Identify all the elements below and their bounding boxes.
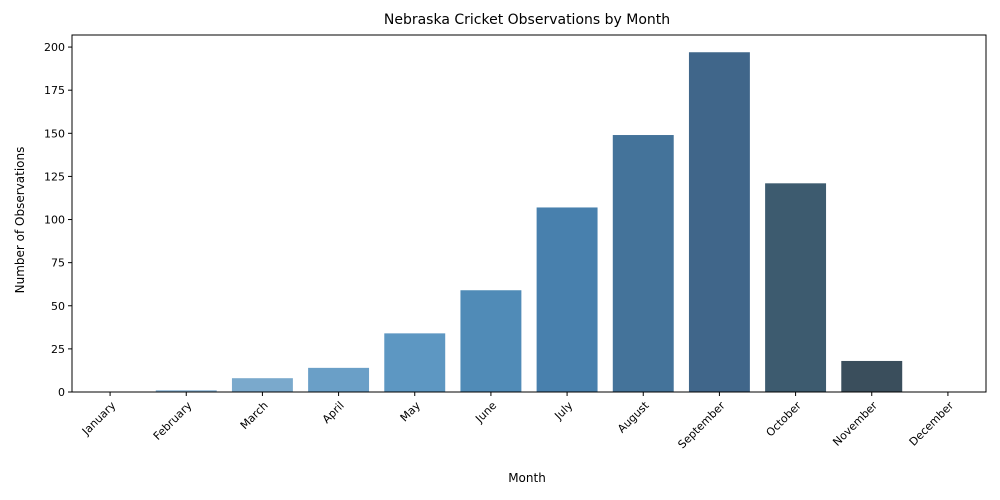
y-tick-label: 100 (44, 214, 65, 227)
y-tick-label: 75 (51, 257, 65, 270)
y-tick-label: 125 (44, 170, 65, 183)
x-tick-label: February (151, 399, 195, 443)
y-axis-label: Number of Observations (13, 147, 27, 294)
y-tick-label: 150 (44, 127, 65, 140)
bar-may (384, 333, 446, 392)
bar-september (688, 52, 750, 393)
x-tick-label: July (551, 399, 575, 423)
y-tick-label: 175 (44, 84, 65, 97)
x-tick-label: September (675, 399, 728, 452)
chart-title: Nebraska Cricket Observations by Month (384, 12, 670, 28)
bar-october (765, 183, 827, 392)
y-tick-label: 25 (51, 343, 65, 356)
x-tick-label: March (238, 399, 271, 432)
bar-august (612, 135, 674, 392)
x-tick-label: August (615, 399, 652, 436)
y-axis: 0 25 50 75 100 125 150 175 200 (44, 41, 72, 399)
bar-november (841, 360, 903, 392)
bar-july (536, 207, 598, 392)
x-tick-label: January (79, 399, 119, 439)
bar-june (460, 290, 522, 392)
bar-april (308, 367, 370, 392)
plot-frame (71, 34, 987, 393)
y-tick-label: 200 (44, 41, 65, 54)
y-tick-label: 0 (58, 386, 65, 399)
x-tick-label: October (763, 399, 804, 440)
y-tick-label: 50 (51, 300, 65, 313)
x-tick-label: November (830, 399, 880, 449)
x-tick-label: May (398, 399, 424, 425)
bar-march (231, 378, 293, 392)
x-tick-label: June (472, 399, 499, 426)
x-axis-label: Month (508, 471, 546, 485)
x-tick-label: April (320, 399, 347, 426)
x-axis: January February March April May June July Augu… (79, 392, 957, 452)
bars-group (155, 52, 903, 393)
bar-february (155, 390, 217, 392)
x-tick-label: December (907, 399, 957, 449)
